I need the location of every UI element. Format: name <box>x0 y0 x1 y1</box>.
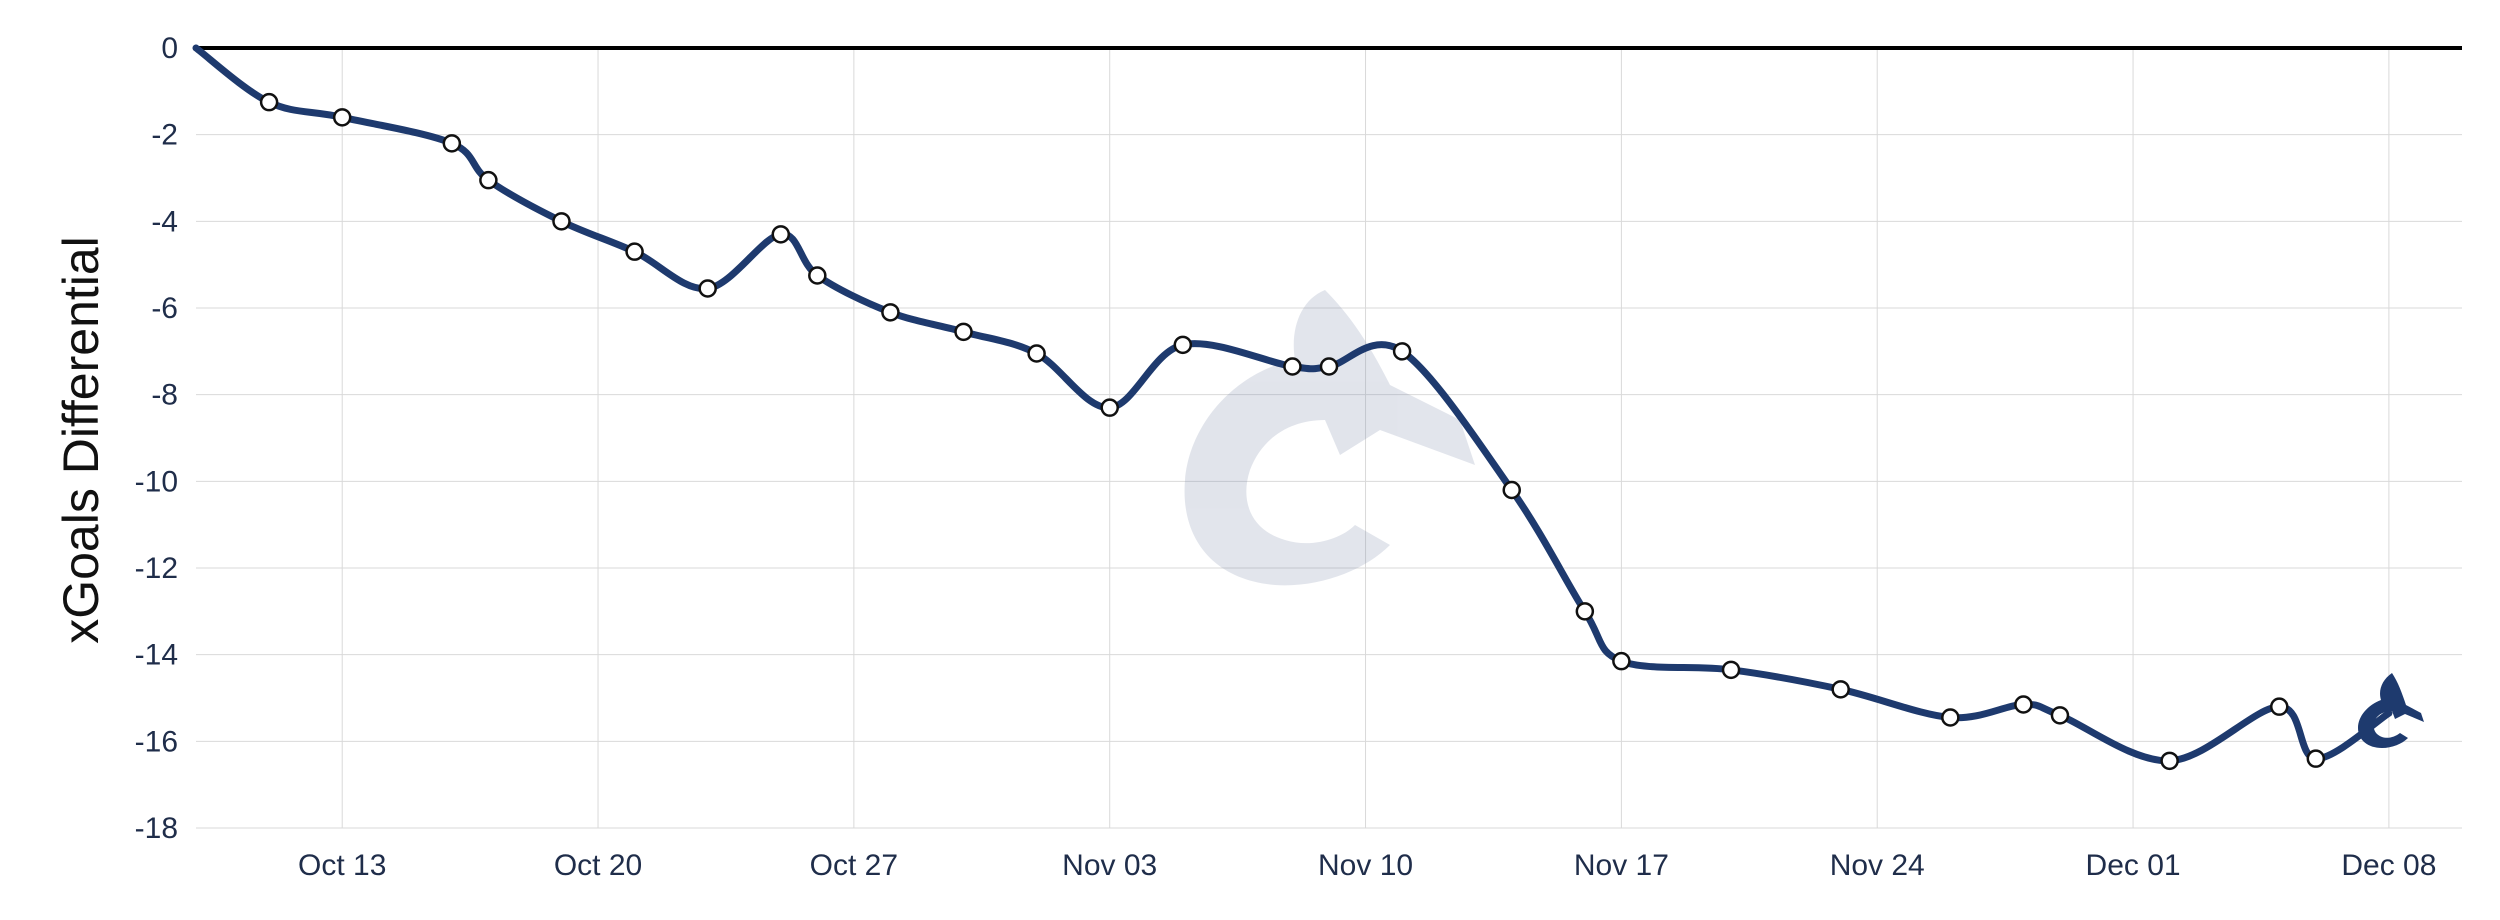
y-tick-label: -10 <box>135 465 178 498</box>
x-tick-label: Oct 27 <box>810 849 898 882</box>
data-point <box>2306 749 2326 768</box>
data-point <box>2160 751 2179 771</box>
x-tick-label: Nov 17 <box>1574 849 1669 882</box>
canucks-logo-watermark <box>1184 290 1475 586</box>
x-tick-label: Nov 24 <box>1830 849 1925 882</box>
data-point <box>1392 342 1412 361</box>
data-point <box>1721 660 1741 680</box>
data-point <box>442 134 462 153</box>
data-point <box>1502 480 1521 500</box>
x-tick-label: Oct 20 <box>554 849 642 882</box>
canucks-logo-end-marker <box>2358 673 2424 748</box>
y-tick-label: -4 <box>151 205 178 238</box>
data-points <box>259 92 2326 771</box>
data-point <box>1283 357 1302 376</box>
data-point <box>1831 680 1850 699</box>
data-point <box>1575 602 1595 621</box>
data-point <box>259 92 279 112</box>
y-tick-labels: 0 -2 -4 -6 -8 -10 -12 -14 -16 -18 <box>135 32 178 845</box>
y-tick-label: -6 <box>151 292 178 325</box>
data-point <box>1027 344 1046 363</box>
y-tick-label: -18 <box>135 812 178 845</box>
grid <box>196 48 2462 829</box>
data-point <box>2050 706 2070 725</box>
y-tick-label: 0 <box>161 32 178 65</box>
data-point <box>771 225 791 244</box>
data-point <box>625 242 644 261</box>
x-tick-label: Nov 03 <box>1062 849 1157 882</box>
y-axis-label: xGoals Differential <box>53 236 109 644</box>
data-point <box>552 212 571 231</box>
data-point <box>332 108 352 127</box>
x-tick-label: Dec 01 <box>2086 849 2181 882</box>
data-point <box>479 170 498 190</box>
data-point <box>1612 651 1631 671</box>
x-tick-label: Dec 08 <box>2341 849 2436 882</box>
y-tick-label: -12 <box>135 552 178 585</box>
data-point <box>1941 708 1960 727</box>
data-point <box>808 266 827 285</box>
x-tick-label: Oct 13 <box>298 849 386 882</box>
x-tick-labels: Oct 13 Oct 20 Oct 27 Nov 03 Nov 10 Nov 17 Nov … <box>298 849 2436 882</box>
y-tick-label: -14 <box>135 639 178 672</box>
y-tick-label: -16 <box>135 725 178 758</box>
data-point <box>698 279 717 298</box>
y-tick-label: -8 <box>151 379 178 412</box>
data-point <box>1319 357 1339 376</box>
x-tick-label: Nov 10 <box>1318 849 1413 882</box>
data-point <box>881 303 900 322</box>
data-point <box>1173 335 1193 355</box>
data-point <box>2270 697 2289 716</box>
data-point <box>2014 695 2033 714</box>
data-point <box>954 322 973 342</box>
data-point <box>1100 398 1119 417</box>
y-tick-label: -2 <box>151 119 178 152</box>
